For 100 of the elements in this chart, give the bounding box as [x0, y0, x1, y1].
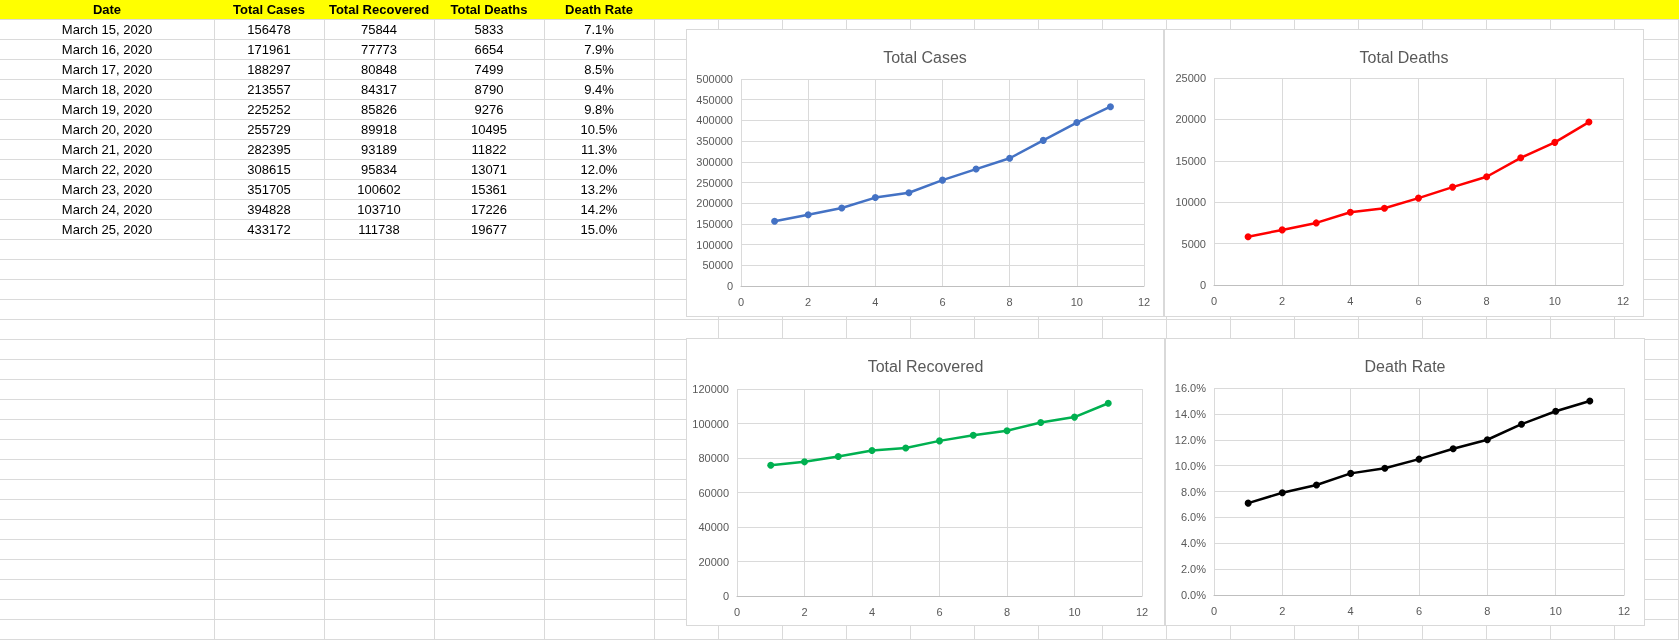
data-label: 9.4%: [584, 81, 614, 97]
point: [1106, 103, 1114, 111]
category-label: March 15, 2020: [61, 21, 153, 37]
data-label: 93189: [360, 141, 398, 157]
y-tick-label: 50000: [702, 259, 733, 272]
y-tick-label: 20000: [1175, 113, 1206, 126]
data-label: 282395: [247, 141, 291, 157]
x-tick-label: 4: [868, 605, 876, 618]
x-tick-label: 4: [1347, 294, 1354, 307]
y-tick-label: 60000: [698, 486, 729, 499]
data-label: 255729: [247, 121, 291, 137]
data-label: 7.1%: [584, 21, 614, 37]
data-label: 7499: [474, 61, 504, 77]
x-tick-label: 8: [1006, 295, 1013, 308]
y-tick-label: 0.0%: [1180, 589, 1207, 601]
point: [1380, 204, 1388, 212]
point: [1517, 154, 1525, 162]
point: [905, 189, 913, 197]
point: [1037, 418, 1045, 426]
point: [1071, 413, 1078, 421]
point: [1518, 420, 1525, 428]
x-tick-label: 2: [1279, 294, 1286, 307]
data-label: 85826: [360, 101, 398, 117]
y-tick-label: 14.0%: [1174, 407, 1207, 420]
y-tick-label: 150000: [696, 217, 733, 230]
y-tick-label: 10.0%: [1174, 459, 1207, 472]
data-label: 100602: [357, 181, 401, 197]
data-label: 77773: [360, 41, 398, 57]
point: [1415, 194, 1422, 202]
category-label: March 24, 2020: [61, 201, 153, 217]
category-label: March 21, 2020: [61, 141, 153, 157]
chart-title: Death Rate: [1364, 357, 1446, 375]
x-tick-label: 8: [1483, 294, 1490, 307]
x-tick-label: 12: [1135, 605, 1149, 618]
data-label: 13071: [470, 161, 508, 177]
point: [868, 447, 876, 455]
point: [871, 194, 879, 202]
text: Date: [92, 2, 122, 17]
x-tick-label: 10: [1549, 604, 1562, 617]
point: [939, 176, 946, 184]
y-tick-label: 16.0%: [1174, 382, 1207, 394]
x-tick-label: 10: [1070, 295, 1083, 308]
y-tick-label: 350000: [696, 135, 733, 148]
data-label: 11822: [471, 141, 507, 157]
data-label: 225252: [247, 101, 291, 117]
y-tick-label: 2.0%: [1180, 563, 1207, 576]
category-label: March 19, 2020: [61, 101, 153, 117]
x-tick-label: 2: [801, 605, 808, 618]
point: [902, 444, 910, 452]
x-tick-label: 2: [1279, 604, 1286, 617]
data-label: 213557: [247, 81, 291, 97]
point: [1073, 119, 1081, 127]
y-tick-label: 400000: [696, 114, 733, 127]
point: [1104, 399, 1112, 407]
y-tick-label: 450000: [696, 93, 733, 106]
data-label: 10.5%: [580, 121, 618, 137]
x-tick-label: 8: [1484, 604, 1491, 617]
data-label: 8.5%: [584, 61, 614, 77]
x-tick-label: 6: [939, 295, 946, 308]
point: [1006, 154, 1014, 162]
category-label: March 17, 2020: [61, 61, 153, 77]
category-label: March 18, 2020: [61, 81, 153, 97]
data-label: 6654: [474, 41, 504, 57]
point: [1003, 427, 1011, 435]
category-label: March 22, 2020: [61, 161, 153, 177]
x-tick-label: 8: [1003, 605, 1011, 618]
chart-title: Total Deaths: [1359, 48, 1449, 66]
x-tick-label: 12: [1137, 295, 1151, 308]
data-label: 308615: [247, 161, 291, 177]
point: [936, 437, 943, 445]
y-tick-label: 0: [722, 590, 729, 602]
data-label: 9276: [474, 101, 504, 117]
y-tick-label: 120000: [692, 383, 729, 395]
point: [1244, 499, 1252, 507]
data-label: 11.3%: [581, 141, 617, 157]
point: [1483, 173, 1491, 181]
y-tick-label: 5000: [1181, 237, 1206, 250]
point: [1346, 208, 1354, 216]
point: [1381, 464, 1389, 472]
x-tick-label: 6: [1415, 604, 1423, 617]
data-label: 8790: [474, 81, 504, 97]
y-tick-label: 200000: [696, 197, 733, 210]
text: Total Cases: [232, 2, 305, 17]
y-tick-label: 15000: [1175, 154, 1206, 167]
point: [804, 211, 812, 219]
y-tick-label: 100000: [696, 238, 733, 251]
point: [801, 458, 808, 466]
data-label: 103710: [357, 201, 401, 217]
x-tick-label: 10: [1068, 605, 1081, 618]
x-tick-label: 0: [733, 605, 741, 618]
category-label: March 25, 2020: [61, 221, 153, 237]
x-tick-label: 2: [805, 295, 812, 308]
data-label: 111738: [358, 221, 400, 237]
text: Death Rate: [565, 2, 633, 17]
y-tick-label: 0: [726, 280, 733, 292]
y-tick-label: 500000: [696, 73, 733, 85]
data-label: 10495: [470, 121, 508, 137]
data-label: 19677: [470, 221, 508, 237]
point: [1586, 397, 1594, 405]
y-tick-label: 0: [1199, 279, 1206, 291]
